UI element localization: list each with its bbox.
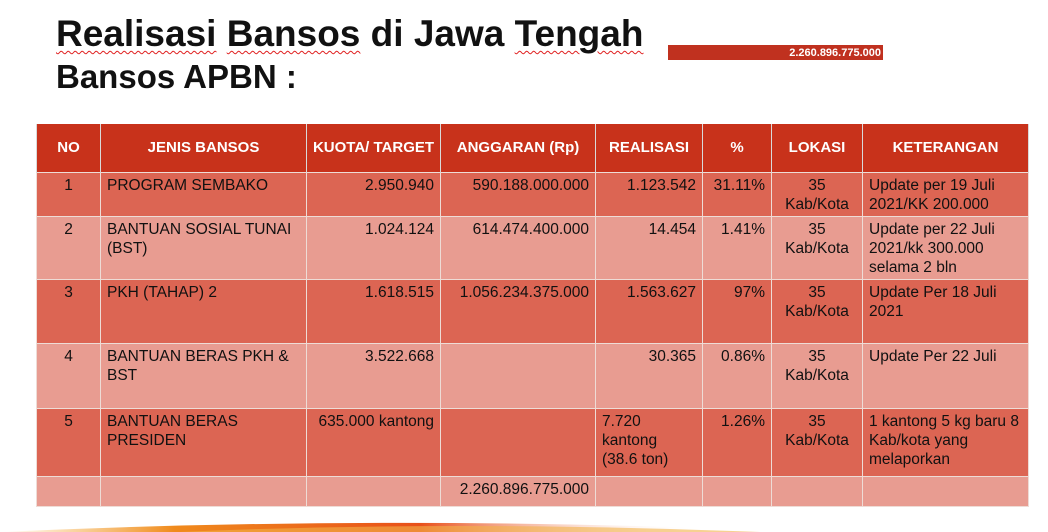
cell-lokasi: 35 Kab/Kota <box>771 408 863 477</box>
cell-realisasi: 7.720 kantong (38.6 ton) <box>595 408 703 477</box>
cell-anggaran: 1.056.234.375.000 <box>440 279 596 344</box>
cell-empty <box>306 476 441 507</box>
cell-jenis: BANTUAN BERAS PRESIDEN <box>100 408 307 477</box>
cell-no: 4 <box>36 343 101 409</box>
table-row: 3 PKH (TAHAP) 2 1.618.515 1.056.234.375.… <box>36 279 1029 344</box>
cell-empty <box>771 476 863 507</box>
header-jenis-bansos: JENIS BANSOS <box>100 124 307 173</box>
cell-persen: 1.41% <box>702 216 772 280</box>
table-total-row: 2.260.896.775.000 <box>36 476 1029 507</box>
title-word-tengah: Tengah <box>514 13 644 54</box>
decorative-swoosh <box>0 522 760 532</box>
header-anggaran: ANGGARAN (Rp) <box>440 124 596 173</box>
cell-no: 5 <box>36 408 101 477</box>
cell-realisasi: 30.365 <box>595 343 703 409</box>
title-word-dijawa: di Jawa <box>370 13 505 54</box>
header-percent: % <box>702 124 772 173</box>
cell-realisasi: 1.123.542 <box>595 172 703 217</box>
cell-kuota: 635.000 kantong <box>306 408 441 477</box>
table-row: 5 BANTUAN BERAS PRESIDEN 635.000 kantong… <box>36 408 1029 477</box>
header-realisasi: REALISASI <box>595 124 703 173</box>
cell-total-anggaran: 2.260.896.775.000 <box>440 476 596 507</box>
cell-no: 2 <box>36 216 101 280</box>
cell-no: 1 <box>36 172 101 217</box>
cell-anggaran <box>440 343 596 409</box>
cell-persen: 1.26% <box>702 408 772 477</box>
header-kuota-target: KUOTA/ TARGET <box>306 124 441 173</box>
header-lokasi: LOKASI <box>771 124 863 173</box>
cell-lokasi: 35 Kab/Kota <box>771 279 863 344</box>
cell-keterangan: Update per 22 Juli 2021/kk 300.000 selam… <box>862 216 1029 280</box>
subtitle: Bansos APBN : <box>56 58 297 95</box>
cell-jenis: BANTUAN SOSIAL TUNAI (BST) <box>100 216 307 280</box>
cell-empty <box>702 476 772 507</box>
cell-empty <box>862 476 1029 507</box>
title-word-realisasi: Realisasi <box>56 13 217 54</box>
header-keterangan: KETERANGAN <box>862 124 1029 173</box>
cell-keterangan: 1 kantong 5 kg baru 8 Kab/kota yang mela… <box>862 408 1029 477</box>
cell-keterangan: Update Per 22 Juli <box>862 343 1029 409</box>
cell-jenis: BANTUAN BERAS PKH & BST <box>100 343 307 409</box>
bansos-table: NO JENIS BANSOS KUOTA/ TARGET ANGGARAN (… <box>36 124 1029 507</box>
cell-kuota: 1.618.515 <box>306 279 441 344</box>
cell-empty <box>100 476 307 507</box>
cell-anggaran: 614.474.400.000 <box>440 216 596 280</box>
cell-empty <box>36 476 101 507</box>
page-title: Realisasi Bansos di Jawa Tengah <box>56 12 643 56</box>
cell-lokasi: 35 Kab/Kota <box>771 216 863 280</box>
cell-kuota: 2.950.940 <box>306 172 441 217</box>
cell-lokasi: 35 Kab/Kota <box>771 172 863 217</box>
cell-realisasi: 1.563.627 <box>595 279 703 344</box>
cell-jenis: PROGRAM SEMBAKO <box>100 172 307 217</box>
table-row: 4 BANTUAN BERAS PKH & BST 3.522.668 30.3… <box>36 343 1029 409</box>
cell-kuota: 3.522.668 <box>306 343 441 409</box>
cell-no: 3 <box>36 279 101 344</box>
cell-persen: 97% <box>702 279 772 344</box>
cell-keterangan: Update per 19 Juli 2021/KK 200.000 <box>862 172 1029 217</box>
cell-keterangan: Update Per 18 Juli 2021 <box>862 279 1029 344</box>
table-row: 2 BANTUAN SOSIAL TUNAI (BST) 1.024.124 6… <box>36 216 1029 280</box>
title-word-bansos: Bansos <box>226 13 361 54</box>
table-row: 1 PROGRAM SEMBAKO 2.950.940 590.188.000.… <box>36 172 1029 217</box>
cell-realisasi: 14.454 <box>595 216 703 280</box>
cell-persen: 31.11% <box>702 172 772 217</box>
cell-kuota: 1.024.124 <box>306 216 441 280</box>
header-no: NO <box>36 124 101 173</box>
cell-lokasi: 35 Kab/Kota <box>771 343 863 409</box>
cell-empty <box>595 476 703 507</box>
cell-anggaran: 590.188.000.000 <box>440 172 596 217</box>
table-header-row: NO JENIS BANSOS KUOTA/ TARGET ANGGARAN (… <box>36 124 1029 173</box>
cell-jenis: PKH (TAHAP) 2 <box>100 279 307 344</box>
cell-persen: 0.86% <box>702 343 772 409</box>
total-budget-bar: 2.260.896.775.000 <box>668 45 883 60</box>
cell-anggaran <box>440 408 596 477</box>
